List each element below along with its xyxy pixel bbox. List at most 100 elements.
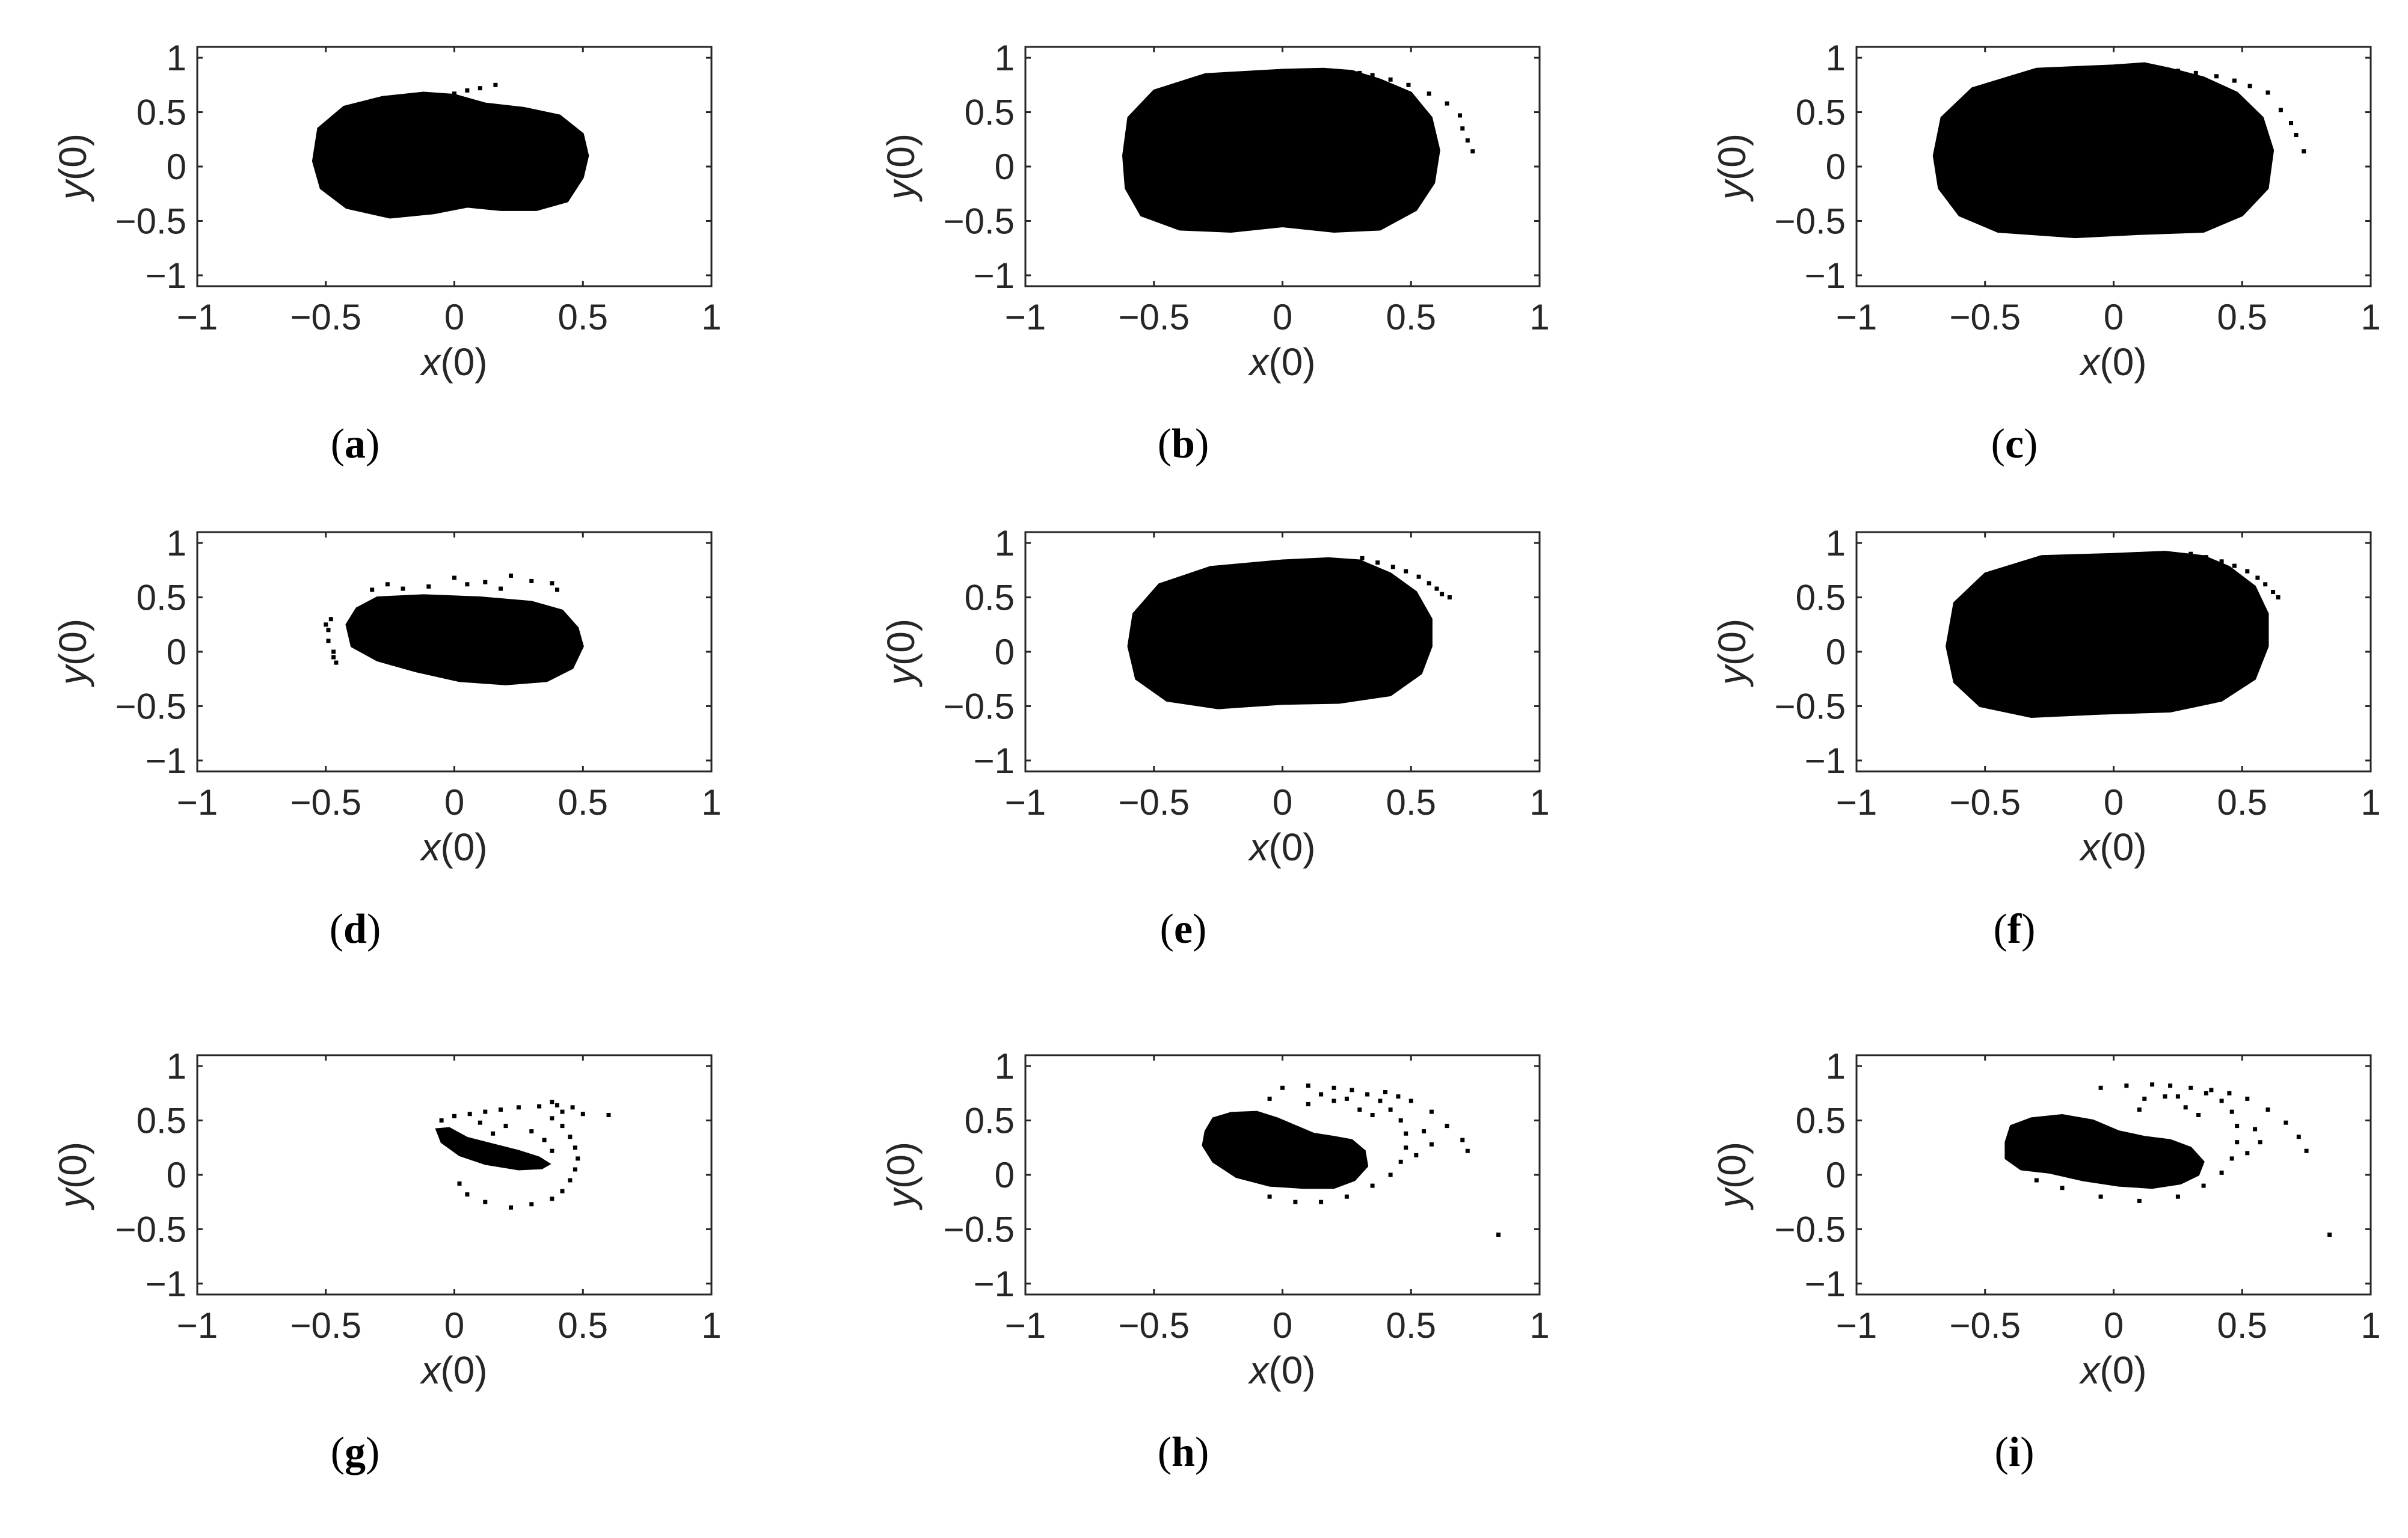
scatter-point (2227, 1091, 2232, 1095)
y-tick-label: −1 (1805, 1264, 1846, 1304)
scatter-point (1458, 113, 1462, 118)
y-tick-label: −1 (1805, 741, 1846, 781)
scatter-point (2327, 1233, 2332, 1237)
scatter-point (326, 628, 331, 633)
scatter-point (1357, 70, 1362, 75)
basin-region (1127, 557, 1433, 709)
scatter-point (493, 82, 498, 87)
scatter-point (1350, 1088, 1354, 1092)
scatter-point (2209, 1088, 2214, 1092)
x-tick-label: 0 (1273, 1305, 1292, 1346)
scatter-point (483, 580, 488, 584)
x-tick-label: −0.5 (1950, 1305, 2021, 1346)
scatter-point (2142, 1096, 2147, 1101)
basin-region (1122, 67, 1440, 233)
subplot-b: −1 −0.5 0 0.5 1 −1 −0.5 0 0.5 1 x(0) y(0) (b) (879, 38, 1550, 467)
scatter-point (2219, 1098, 2224, 1103)
scatter-point (2193, 70, 2198, 75)
y-tick-label: 1 (1826, 1046, 1846, 1086)
scatter-point (550, 1100, 554, 1104)
scatter-point (1460, 126, 1465, 131)
x-tick-label: −1 (177, 297, 218, 337)
scatter-point (334, 660, 339, 665)
y-tick-label: −1 (146, 256, 186, 296)
scatter-point (1465, 138, 1470, 143)
panel-label: (b) (1158, 421, 1209, 467)
scatter-point (2219, 1170, 2224, 1175)
scatter-point (516, 1105, 521, 1110)
y-axis-label: y(0) (51, 133, 94, 202)
scatter-point (2175, 1194, 2180, 1199)
x-tick-label: −1 (1836, 297, 1877, 337)
scatter-point (1470, 149, 1475, 154)
axes-box (196, 1054, 713, 1296)
x-tick-label: −1 (177, 782, 218, 823)
y-tick-label: 0.5 (1796, 93, 1846, 133)
x-tick-label: −1 (1836, 1305, 1877, 1346)
basin-region (2004, 1114, 2205, 1189)
scatter-point (2204, 1091, 2208, 1095)
scatter-point (529, 578, 534, 583)
y-tick-label: −1 (1805, 256, 1846, 296)
y-tick-label: −0.5 (1775, 1209, 1846, 1249)
x-tick-label: −0.5 (1119, 782, 1190, 823)
x-tick-label: 0.5 (558, 1305, 608, 1346)
scatter-point (2196, 1113, 2201, 1117)
scatter-point (2163, 1094, 2167, 1099)
scatter-point (560, 1109, 565, 1114)
subplot-i: −1 −0.5 0 0.5 1 −1 −0.5 0 0.5 1 x(0) y(0) (i) (1710, 1046, 2381, 1475)
scatter-point (2304, 1148, 2309, 1153)
scatter-point (1427, 91, 1431, 96)
scatter-point (550, 1196, 554, 1201)
y-tick-label: 1 (995, 523, 1015, 563)
scatter-point (499, 1108, 503, 1112)
scatter-point (2034, 1178, 2039, 1183)
scatter-point (2235, 1140, 2240, 1145)
scatter-point (324, 622, 328, 627)
scatter-point (483, 1109, 488, 1114)
y-tick-label: 0 (167, 632, 186, 672)
scatter-point (568, 1135, 573, 1139)
scatter-point (1414, 1153, 1419, 1157)
y-tick-label: −1 (974, 256, 1015, 296)
x-tick-label: 1 (1529, 297, 1549, 337)
subplot-c: −1 −0.5 0 0.5 1 −1 −0.5 0 0.5 1 x(0) y(0) (c) (1710, 38, 2381, 467)
scatter-point (1319, 1092, 1324, 1097)
scatter-point (2098, 1085, 2103, 1090)
basin-region (1946, 551, 2269, 718)
scatter-point (1360, 556, 1365, 560)
scatter-point (529, 1202, 534, 1207)
x-tick-label: −0.5 (1950, 782, 2021, 823)
scatter-point (499, 586, 503, 591)
y-tick-label: 0.5 (1796, 1101, 1846, 1141)
scatter-point (457, 1181, 462, 1186)
scatter-point (509, 1205, 513, 1210)
x-tick-label: −1 (1005, 782, 1046, 823)
x-tick-label: 1 (1529, 782, 1549, 823)
scatter-point (2296, 1135, 2301, 1139)
x-tick-label: 1 (701, 782, 721, 823)
x-tick-label: −0.5 (290, 297, 361, 337)
scatter-point (439, 1118, 444, 1123)
scatter-point (401, 586, 405, 591)
scatter-point (1429, 1142, 1434, 1147)
y-tick-label: 1 (1826, 38, 1846, 78)
y-tick-label: −0.5 (115, 201, 186, 241)
y-tick-label: −1 (974, 741, 1015, 781)
scatter-point (1388, 77, 1393, 82)
scatter-point (1293, 1199, 1298, 1204)
scatter-point (1447, 595, 1452, 599)
panel-label: (c) (1991, 421, 2038, 467)
x-tick-label: 0 (2104, 1305, 2124, 1346)
scatter-point (2284, 1120, 2288, 1125)
scatter-point (560, 1124, 565, 1129)
scatter-point (1370, 73, 1375, 78)
y-tick-label: 0 (167, 147, 186, 187)
x-tick-label: 0 (444, 782, 464, 823)
y-tick-label: −1 (146, 741, 186, 781)
x-tick-label: 0.5 (1386, 297, 1436, 337)
scatter-point (1344, 1096, 1349, 1101)
scatter-point (2271, 590, 2276, 594)
y-tick-label: 1 (995, 1046, 1015, 1086)
